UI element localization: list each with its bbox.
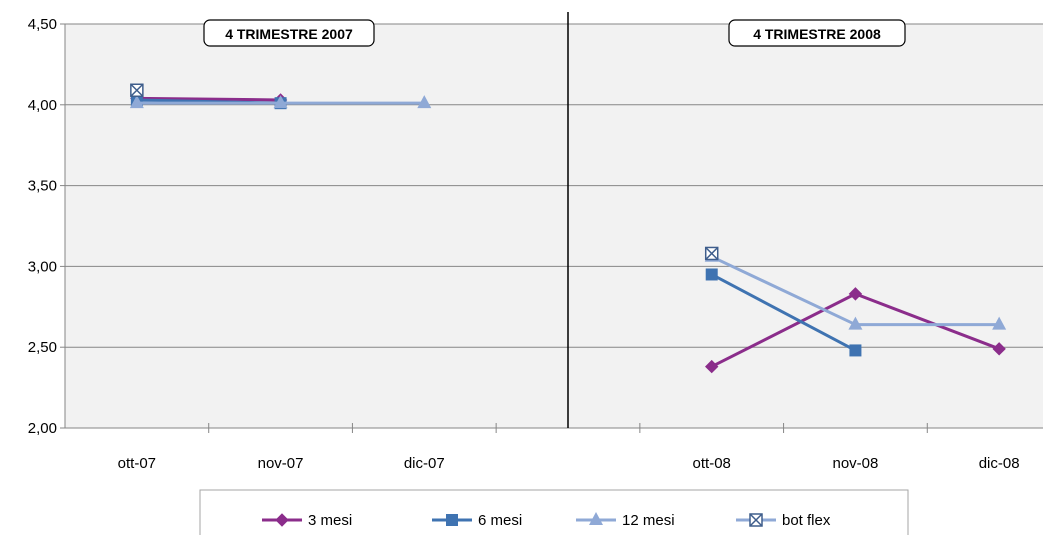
legend-label: 12 mesi bbox=[622, 512, 675, 529]
series-line-segment bbox=[853, 292, 1001, 351]
panel-title: 4 TRIMESTRE 2007 bbox=[225, 26, 353, 42]
y-tick-label: 3,00 bbox=[28, 258, 57, 275]
data-point-marker bbox=[129, 95, 144, 109]
legend-box bbox=[199, 489, 909, 539]
y-tick-label: 4,00 bbox=[28, 97, 57, 114]
x-tick-label: dic-07 bbox=[404, 455, 445, 472]
series-line-segment bbox=[710, 292, 857, 369]
data-point-marker bbox=[992, 342, 1006, 356]
x-tick-label: nov-07 bbox=[258, 455, 304, 472]
x-tick-label: ott-08 bbox=[693, 455, 731, 472]
series-line-segment bbox=[710, 272, 857, 352]
legend-marker bbox=[275, 513, 289, 527]
data-point-marker bbox=[705, 359, 719, 374]
y-tick-label: 2,00 bbox=[28, 420, 57, 437]
legend-label: 6 mesi bbox=[478, 512, 522, 529]
data-point-marker bbox=[417, 95, 432, 109]
x-tick-label: dic-08 bbox=[979, 455, 1020, 472]
data-point-marker bbox=[992, 316, 1007, 330]
data-point-marker bbox=[273, 95, 288, 109]
x-tick-label: ott-07 bbox=[118, 455, 156, 472]
panel-title-box bbox=[203, 19, 375, 47]
x-tick-label: nov-08 bbox=[832, 455, 878, 472]
data-point-marker bbox=[848, 316, 863, 330]
y-tick-label: 2,50 bbox=[28, 339, 57, 356]
panel-title-box bbox=[728, 19, 906, 47]
legend-marker bbox=[446, 514, 458, 526]
plot-area bbox=[65, 24, 1043, 428]
data-point-marker bbox=[705, 268, 718, 281]
series-line-segment bbox=[710, 255, 857, 327]
legend-marker bbox=[749, 513, 763, 527]
series-line-segment bbox=[135, 96, 283, 102]
legend-label: bot flex bbox=[782, 512, 831, 529]
panel-title: 4 TRIMESTRE 2008 bbox=[753, 26, 881, 42]
data-point-marker bbox=[130, 83, 144, 98]
data-point-marker bbox=[704, 246, 719, 261]
y-tick-label: 4,50 bbox=[28, 16, 57, 33]
data-point-marker bbox=[849, 344, 862, 357]
legend-label: 3 mesi bbox=[308, 512, 352, 529]
y-tick-label: 3,50 bbox=[28, 178, 57, 195]
legend-marker bbox=[589, 512, 603, 525]
data-point-marker bbox=[848, 287, 863, 301]
